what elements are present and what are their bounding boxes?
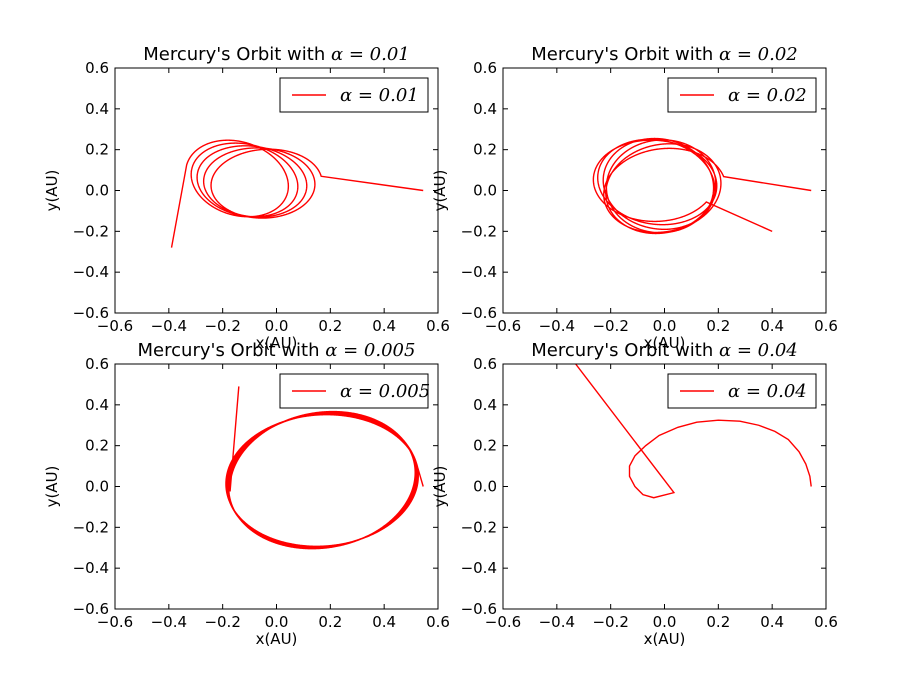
y-tick-label: −0.4 (461, 263, 497, 281)
chart-title-prefix: Mercury's Orbit with (531, 340, 719, 361)
chart-title-math: α = 0.005 (325, 340, 415, 361)
y-tick-label: −0.2 (73, 222, 109, 240)
chart-title-math: α = 0.04 (719, 340, 798, 361)
x-tick-label: 0.2 (706, 613, 730, 631)
y-tick-label: −0.6 (461, 600, 497, 618)
y-tick-label: −0.6 (73, 600, 109, 618)
x-tick-label: −0.2 (592, 317, 628, 335)
y-tick-label: −0.6 (461, 304, 497, 322)
y-axis-label: y(AU) (431, 466, 449, 508)
x-tick-label: 0.0 (653, 613, 677, 631)
x-axis-label: x(AU) (644, 630, 686, 648)
x-tick-label: −0.6 (485, 613, 521, 631)
x-axis-label: x(AU) (256, 334, 298, 352)
legend: α = 0.005 (279, 373, 430, 409)
y-axis-label: y(AU) (43, 466, 61, 508)
legend: α = 0.04 (667, 373, 817, 409)
y-tick-label: 0.4 (85, 396, 109, 414)
x-tick-label: −0.4 (539, 317, 575, 335)
y-axis-label: y(AU) (431, 170, 449, 212)
x-tick-label: −0.6 (97, 613, 133, 631)
subplot-4: −0.6−0.6 −0.4 −0.4 −0.2 −0.2 0.0 0.0 0.2 0.2 0.4 0… (431, 340, 838, 648)
y-tick-label: 0.6 (473, 59, 497, 77)
chart-title-math: α = 0.01 (331, 44, 410, 65)
y-tick-label: −0.6 (73, 304, 109, 322)
series-line-1 (592, 137, 812, 235)
legend-label: α = 0.02 (728, 85, 807, 106)
chart-title-math: α = 0.02 (719, 44, 798, 65)
x-tick-label: −0.6 (97, 317, 133, 335)
x-tick-label: 0.2 (318, 317, 342, 335)
x-tick-label: 0.4 (760, 613, 784, 631)
y-tick-label: 0.4 (85, 100, 109, 118)
x-tick-label: 0.4 (372, 317, 396, 335)
x-tick-label: −0.4 (151, 317, 187, 335)
x-tick-label: 0.4 (760, 317, 784, 335)
x-tick-label: 0.6 (426, 613, 450, 631)
subplot-3: −0.6−0.6 −0.4 −0.4 −0.2 −0.2 0.0 0.0 0.2 0.2 0.4 0… (43, 340, 450, 648)
x-tick-label: 0.0 (653, 317, 677, 335)
x-tick-label: 0.6 (426, 317, 450, 335)
y-tick-label: −0.2 (461, 222, 497, 240)
chart-title-prefix: Mercury's Orbit with (531, 44, 719, 65)
chart-title: Mercury's Orbit with α = 0.04 (531, 340, 797, 361)
x-tick-label: −0.2 (204, 317, 240, 335)
y-tick-label: 0.2 (85, 141, 109, 159)
legend-label: α = 0.01 (340, 85, 419, 106)
y-tick-label: −0.4 (73, 559, 109, 577)
x-tick-label: 0.6 (814, 613, 838, 631)
chart-title: Mercury's Orbit with α = 0.02 (531, 44, 797, 65)
y-tick-label: 0.6 (85, 59, 109, 77)
subplot-1: −0.6−0.6 −0.4 −0.4 −0.2 −0.2 0.0 0.0 0.2 0.2 0.4 0… (43, 44, 450, 352)
x-tick-label: 0.2 (706, 317, 730, 335)
legend-label: α = 0.04 (728, 381, 807, 402)
subplot-2: −0.6−0.6 −0.4 −0.4 −0.2 −0.2 0.0 0.0 0.2 0.2 0.4 0… (431, 44, 838, 352)
y-tick-label: 0.6 (85, 355, 109, 373)
x-tick-label: −0.4 (539, 613, 575, 631)
x-axis-label: x(AU) (256, 630, 298, 648)
y-tick-label: 0.6 (473, 355, 497, 373)
series-line-1 (170, 139, 424, 248)
x-tick-label: −0.4 (151, 613, 187, 631)
chart-title: Mercury's Orbit with α = 0.005 (138, 340, 416, 361)
chart-title-prefix: Mercury's Orbit with (143, 44, 331, 65)
y-tick-label: −0.4 (461, 559, 497, 577)
y-tick-label: 0.0 (85, 478, 109, 496)
legend-label: α = 0.005 (340, 381, 430, 402)
x-tick-label: −0.6 (485, 317, 521, 335)
y-tick-label: 0.2 (473, 437, 497, 455)
y-tick-label: 0.0 (473, 478, 497, 496)
series-line-1 (575, 364, 812, 499)
x-tick-label: 0.0 (265, 317, 289, 335)
y-tick-label: 0.2 (85, 437, 109, 455)
legend: α = 0.01 (279, 77, 429, 113)
y-tick-label: 0.0 (473, 182, 497, 200)
x-tick-label: −0.2 (204, 613, 240, 631)
y-tick-label: −0.4 (73, 263, 109, 281)
series-line-1 (225, 386, 424, 550)
x-axis-label: x(AU) (644, 334, 686, 352)
x-tick-label: 0.4 (372, 613, 396, 631)
x-tick-label: 0.2 (318, 613, 342, 631)
x-tick-label: −0.2 (592, 613, 628, 631)
y-tick-label: −0.2 (73, 518, 109, 536)
x-tick-label: 0.6 (814, 317, 838, 335)
y-tick-label: 0.4 (473, 100, 497, 118)
chart-title: Mercury's Orbit with α = 0.01 (143, 44, 409, 65)
y-axis-label: y(AU) (43, 170, 61, 212)
y-tick-label: 0.2 (473, 141, 497, 159)
y-tick-label: 0.4 (473, 396, 497, 414)
y-tick-label: 0.0 (85, 182, 109, 200)
legend: α = 0.02 (667, 77, 817, 113)
chart-title-prefix: Mercury's Orbit with (138, 340, 326, 361)
y-tick-label: −0.2 (461, 518, 497, 536)
x-tick-label: 0.0 (265, 613, 289, 631)
